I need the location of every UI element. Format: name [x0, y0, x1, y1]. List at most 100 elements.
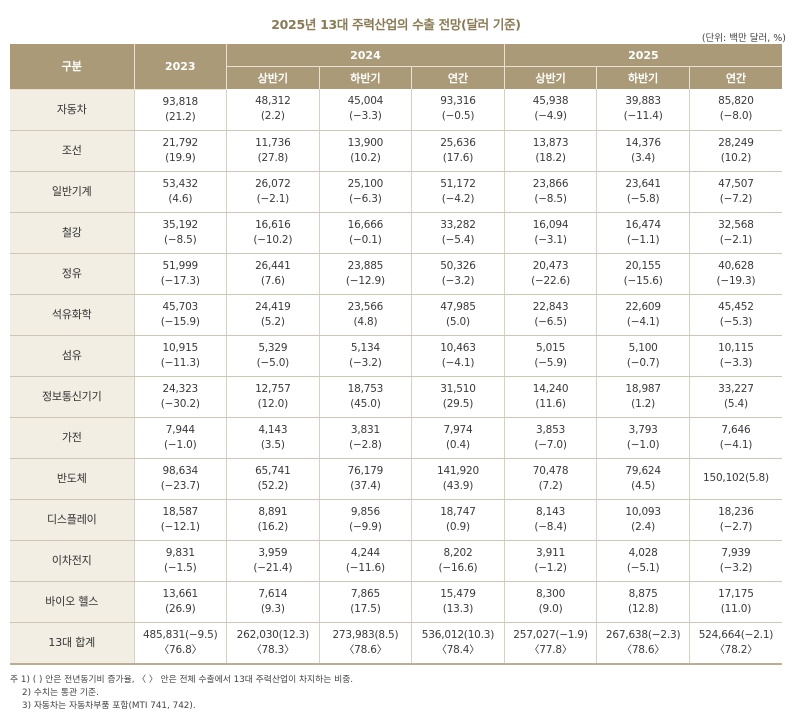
cell-rate: (−8.4)	[534, 520, 567, 533]
table-cell: 11,736 (27.8)	[226, 130, 320, 172]
cell-rate: (7.6)	[260, 274, 285, 287]
cell-rate: (3.4)	[631, 151, 656, 164]
table-cell: 45,004 (−3.3)	[319, 89, 413, 131]
cell-rate: (−15.6)	[623, 274, 663, 287]
cell-rate: (−1.0)	[626, 438, 660, 451]
table-cell: 47,507 (−7.2)	[689, 171, 782, 213]
cell-rate: (−12.9)	[345, 274, 385, 287]
table-title: 2025년 13대 주력산업의 수출 전망(달러 기준)	[271, 17, 521, 32]
cell-rate: (−7.2)	[719, 192, 753, 205]
table-cell: 26,072 (−2.1)	[226, 171, 320, 213]
table-cell: 23,885 (−12.9)	[319, 253, 413, 295]
cell-rate: (11.6)	[535, 397, 566, 410]
cell-rate: (10.2)	[350, 151, 381, 164]
table-cell: 28,249 (10.2)	[689, 130, 782, 172]
table-cell: 76,179 (37.4)	[319, 458, 413, 500]
table-cell: 85,820 (−8.0)	[689, 89, 782, 131]
cell-value: 32,568	[718, 218, 754, 231]
cell-value: 20,155	[625, 259, 661, 272]
cell-rate: (5.2)	[260, 315, 285, 328]
cell-rate: (1.2)	[631, 397, 656, 410]
table-row: 석유화학 45,703 (−15.9) 24,419 (5.2) 23,566 (4.8) 4…	[10, 294, 782, 336]
cell-rate: (37.4)	[350, 479, 381, 492]
cell-value: 48,312	[255, 95, 291, 108]
cell-rate: (−8.5)	[164, 233, 197, 246]
table-row: 디스플레이 18,587 (−12.1) 8,891 (16.2) 9,856 (−9.9)…	[10, 499, 782, 541]
cell-rate: (−0.7)	[626, 356, 660, 369]
cell-rate: (4.5)	[631, 479, 656, 492]
cell-rate: (−1.5)	[164, 561, 197, 574]
cell-rate: (−4.1)	[626, 315, 660, 328]
cell-value: 47,985	[440, 300, 476, 313]
header-2025-annual: 연간	[689, 66, 782, 89]
cell-value: 17,175	[718, 587, 754, 600]
cell-rate: (−7.0)	[534, 438, 567, 451]
cell-value: 18,753	[347, 382, 384, 395]
cell-value: 10,093	[625, 505, 661, 518]
cell-rate: (18.2)	[535, 151, 566, 164]
cell-rate: (12.8)	[627, 602, 659, 615]
table-cell: 65,741 (52.2)	[226, 458, 320, 500]
cell-value: 7,614	[258, 587, 288, 600]
cell-value: 8,891	[258, 505, 288, 518]
cell-value: 51,999	[162, 259, 199, 272]
cell-value: 7,865	[350, 587, 380, 600]
cell-rate: (17.6)	[442, 151, 474, 164]
cell-rate: (13.3)	[442, 602, 474, 615]
cell-rate: (4.6)	[168, 192, 193, 205]
cell-rate: (45.0)	[350, 397, 381, 410]
row-label: 정보통신기기	[10, 376, 135, 418]
cell-value: 536,012(10.3)	[421, 628, 495, 641]
cell-value: 23,566	[347, 300, 384, 313]
cell-rate: (4.8)	[353, 315, 378, 328]
table-cell: 79,624 (4.5)	[596, 458, 690, 500]
table-cell: 50,326 (−3.2)	[411, 253, 505, 295]
cell-rate: (2.4)	[631, 520, 656, 533]
table-cell: 25,636 (17.6)	[411, 130, 505, 172]
cell-value: 141,920	[436, 464, 479, 477]
cell-value: 18,587	[162, 505, 199, 518]
cell-value: 45,004	[347, 95, 384, 108]
cell-rate: (−11.6)	[345, 561, 385, 574]
table-cell: 15,479 (13.3)	[411, 581, 505, 623]
table-cell: 51,172 (−4.2)	[411, 171, 505, 213]
table-cell: 22,843 (−6.5)	[504, 294, 598, 336]
table-cell: 23,866 (−8.5)	[504, 171, 598, 213]
cell-value: 16,094	[532, 218, 569, 231]
table-row: 가전 7,944 (−1.0) 4,143 (3.5) 3,831 (−2.8) 7,974 (…	[10, 417, 782, 459]
cell-rate: (52.2)	[257, 479, 289, 492]
cell-rate: (29.5)	[442, 397, 474, 410]
cell-rate: (−5.8)	[626, 192, 660, 205]
table-cell: 3,793 (−1.0)	[596, 417, 690, 459]
table-cell: 13,900 (10.2)	[319, 130, 413, 172]
row-label: 가전	[10, 417, 135, 459]
table-cell: 8,143 (−8.4)	[504, 499, 598, 541]
table-cell: 16,616 (−10.2)	[226, 212, 320, 254]
table-cell: 98,634 (−23.7)	[134, 458, 228, 500]
row-label: 자동차	[10, 89, 135, 131]
cell-value: 3,959	[258, 546, 288, 559]
table-cell: 10,093 (2.4)	[596, 499, 690, 541]
table-cell: 93,316 (−0.5)	[411, 89, 505, 131]
cell-rate: (−3.1)	[534, 233, 567, 246]
row-label: 철강	[10, 212, 135, 254]
row-label: 바이오 헬스	[10, 581, 135, 623]
cell-rate: 〈77.8〉	[528, 643, 573, 656]
cell-rate: (−8.5)	[534, 192, 567, 205]
cell-rate: (−4.9)	[534, 110, 567, 123]
cell-value: 53,432	[162, 177, 199, 190]
cell-rate: (−2.1)	[256, 192, 290, 205]
cell-rate: (−16.6)	[438, 561, 478, 574]
table-cell: 10,915 (−11.3)	[134, 335, 228, 377]
cell-rate: (−8.0)	[719, 110, 753, 123]
cell-value: 10,115	[718, 341, 754, 354]
table-cell: 8,300 (9.0)	[504, 581, 598, 623]
table-row: 13대 합계 485,831(−9.5) 〈76.8〉 262,030(12.3) 〈7…	[10, 622, 782, 665]
cell-rate: (5.4)	[724, 397, 748, 410]
cell-rate: (17.5)	[350, 602, 381, 615]
table-row: 철강 35,192 (−8.5) 16,616 (−10.2) 16,666 (−0.1) 3…	[10, 212, 782, 254]
header-category: 구분	[10, 44, 135, 90]
cell-value: 24,419	[255, 300, 291, 313]
row-label: 디스플레이	[10, 499, 135, 541]
cell-value: 10,463	[440, 341, 476, 354]
